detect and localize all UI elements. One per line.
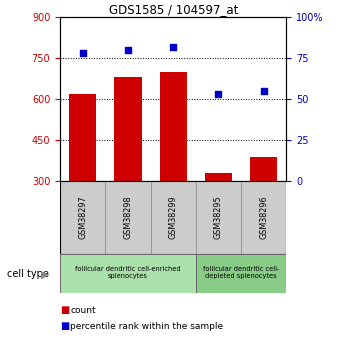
FancyBboxPatch shape <box>151 181 196 254</box>
Point <box>261 88 267 94</box>
FancyBboxPatch shape <box>60 181 105 254</box>
Text: GSM38297: GSM38297 <box>78 196 87 239</box>
Bar <box>69 94 96 181</box>
Text: ■: ■ <box>60 306 69 315</box>
Bar <box>114 77 142 181</box>
Bar <box>250 157 277 181</box>
Point <box>80 50 85 56</box>
FancyBboxPatch shape <box>196 181 241 254</box>
Text: follicular dendritic cell-
depleted splenocytes: follicular dendritic cell- depleted sple… <box>203 266 279 279</box>
Text: ■: ■ <box>60 321 69 331</box>
Text: GSM38296: GSM38296 <box>259 196 268 239</box>
FancyBboxPatch shape <box>241 181 286 254</box>
Text: GSM38298: GSM38298 <box>123 196 132 239</box>
Text: ▶: ▶ <box>42 269 50 279</box>
Bar <box>205 173 232 181</box>
Point <box>216 91 221 97</box>
Point <box>125 47 131 53</box>
Text: count: count <box>70 306 96 315</box>
Text: follicular dendritic cell-enriched
splenocytes: follicular dendritic cell-enriched splen… <box>75 266 181 279</box>
Text: GSM38299: GSM38299 <box>169 196 178 239</box>
FancyBboxPatch shape <box>60 254 196 293</box>
Text: cell type: cell type <box>7 269 49 279</box>
Text: percentile rank within the sample: percentile rank within the sample <box>70 322 223 331</box>
Title: GDS1585 / 104597_at: GDS1585 / 104597_at <box>108 3 238 16</box>
Text: GSM38295: GSM38295 <box>214 196 223 239</box>
Bar <box>159 72 187 181</box>
Point <box>170 44 176 49</box>
FancyBboxPatch shape <box>105 181 151 254</box>
FancyBboxPatch shape <box>196 254 286 293</box>
